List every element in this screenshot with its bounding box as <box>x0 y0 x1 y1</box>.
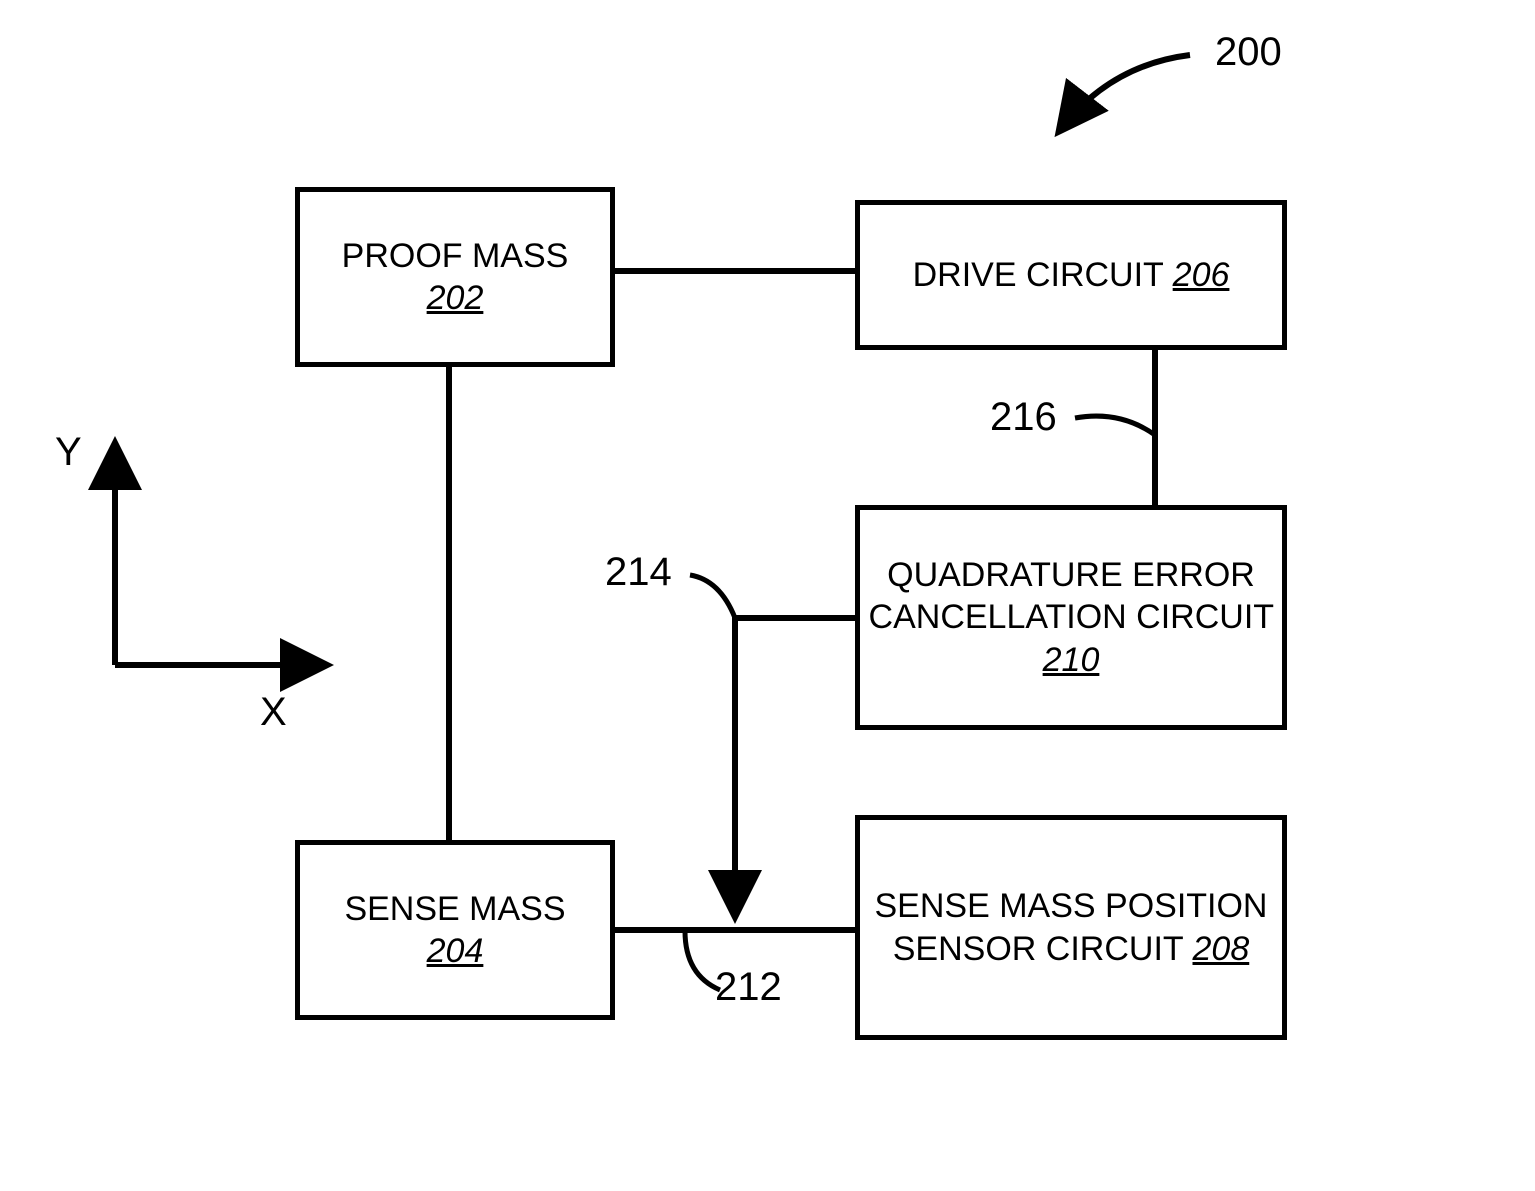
diagram-overlay <box>0 0 1535 1191</box>
figure-label: 200 <box>1215 30 1282 75</box>
axis-y-label: Y <box>55 430 82 475</box>
sensor-ref: 208 <box>1193 930 1250 968</box>
label-214: 214 <box>605 550 672 595</box>
drive-circuit-label: DRIVE CIRCUIT 206 <box>913 254 1230 297</box>
axis-x-label: X <box>260 690 287 735</box>
leader-214 <box>690 575 735 618</box>
drive-circuit-title: DRIVE CIRCUIT <box>913 256 1164 294</box>
sense-mass-box: SENSE MASS 204 <box>295 840 615 1020</box>
axes <box>115 445 325 665</box>
sensor-box: SENSE MASS POSITION SENSOR CIRCUIT 208 <box>855 815 1287 1040</box>
quadrature-label: QUADRATURE ERROR CANCELLATION CIRCUIT 21… <box>860 554 1282 682</box>
edge-quad-to-senseline <box>735 618 855 915</box>
sense-mass-title: SENSE MASS <box>344 888 565 931</box>
figure-label-arrow <box>1060 55 1190 130</box>
sensor-label: SENSE MASS POSITION SENSOR CIRCUIT 208 <box>860 885 1282 970</box>
label-212: 212 <box>715 965 782 1010</box>
label-216: 216 <box>990 395 1057 440</box>
sense-mass-ref: 204 <box>427 930 484 973</box>
quadrature-box: QUADRATURE ERROR CANCELLATION CIRCUIT 21… <box>855 505 1287 730</box>
edge-sense-sensor <box>615 927 855 933</box>
drive-circuit-ref: 206 <box>1173 256 1230 294</box>
quadrature-title: QUADRATURE ERROR CANCELLATION CIRCUIT <box>869 556 1274 637</box>
edge-drive-quad <box>1152 350 1158 505</box>
leader-216 <box>1075 416 1155 435</box>
proof-mass-ref: 202 <box>427 277 484 320</box>
edge-proof-drive <box>615 268 855 274</box>
drive-circuit-box: DRIVE CIRCUIT 206 <box>855 200 1287 350</box>
proof-mass-box: PROOF MASS 202 <box>295 187 615 367</box>
proof-mass-title: PROOF MASS <box>342 235 569 278</box>
edge-proof-sense <box>446 367 452 840</box>
quadrature-ref: 210 <box>1043 641 1100 679</box>
